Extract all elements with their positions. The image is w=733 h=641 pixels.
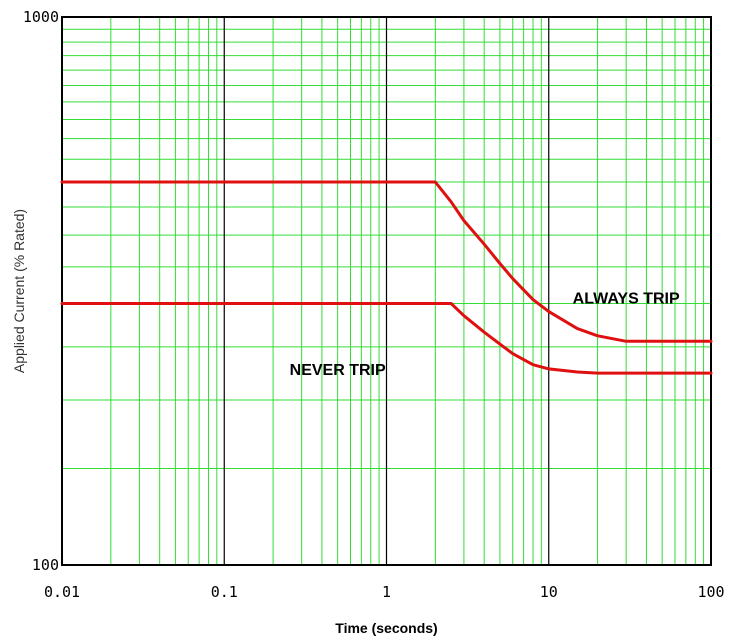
- grid-minor: [62, 17, 711, 565]
- x-axis-title: Time (seconds): [335, 620, 437, 636]
- x-tick-label: 1: [382, 583, 391, 601]
- series-line-1: [60, 180, 713, 343]
- y-tick-labels: 1000 100: [23, 8, 59, 574]
- region-label: NEVER TRIP: [290, 362, 386, 379]
- y-tick-label: 100: [32, 556, 59, 574]
- series-line-2: [60, 302, 713, 375]
- series-layer: [60, 180, 713, 375]
- annotations: ALWAYS TRIP NEVER TRIP: [290, 291, 680, 380]
- grid-major: [223, 17, 550, 565]
- x-tick-label: 10: [540, 583, 558, 601]
- x-tick-labels: 0.01 0.1 1 10 100: [44, 583, 725, 601]
- x-tick-label: 0.01: [44, 583, 80, 601]
- y-axis-title: Applied Current (% Rated): [11, 209, 27, 373]
- x-tick-label: 100: [697, 583, 724, 601]
- plot-frame: [61, 16, 712, 566]
- x-tick-label: 0.1: [211, 583, 238, 601]
- y-tick-label: 1000: [23, 8, 59, 26]
- region-label: ALWAYS TRIP: [573, 291, 680, 308]
